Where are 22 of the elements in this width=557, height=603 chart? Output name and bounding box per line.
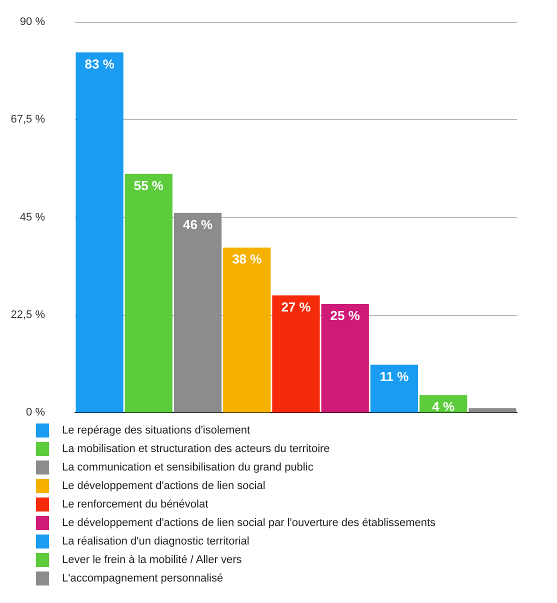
data-label: 4 % [432,399,455,414]
legend-label: Lever le frein à la mobilité / Aller vers [62,554,242,566]
y-tick-label: 22,5 % [10,308,46,321]
y-tick-label: 67,5 % [10,114,46,126]
y-tick-label: 0 % [26,406,46,418]
legend-label: La mobilisation et structuration des acteurs du territoire [62,443,330,455]
data-label: 55 % [134,178,164,193]
legend-label: Le développement d'actions de lien social par l'ouverture des établissements [62,517,436,529]
legend-label: La communication et sensibilisation du grand public [62,462,314,474]
legend-label: La réalisation d'un diagnostic territorial [62,536,250,548]
legend-label: Le renforcement du bénévolat [62,498,208,510]
data-label: 27 % [281,299,312,314]
legend-label: L'accompagnement personnalisé [62,572,224,584]
data-label: 25 % [330,308,360,324]
legend-label: Le développement d'actions de lien social [62,480,266,492]
data-label: 46 % [182,216,214,232]
data-label: 38 % [232,252,262,267]
data-label: 11 % [380,368,410,384]
legend-label: Le repérage des situations d'isolement [62,424,250,436]
y-tick-label: 45 % [20,211,46,224]
data-label: 83 % [84,56,115,72]
y-tick-label: 90 % [20,16,46,28]
